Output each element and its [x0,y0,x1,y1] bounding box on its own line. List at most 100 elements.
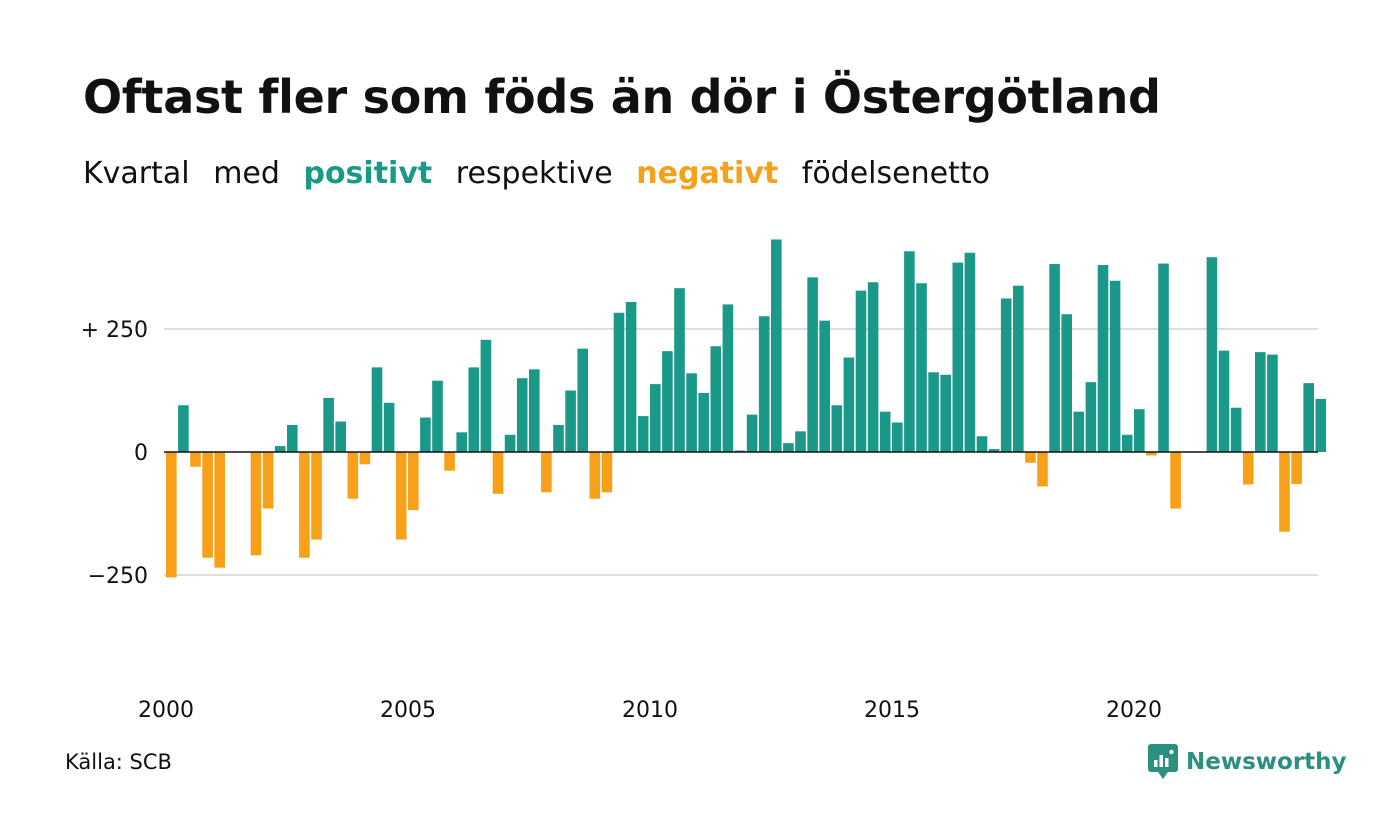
bar [383,402,395,452]
page-title: Oftast fler som föds än dör i Östergötla… [83,70,1161,124]
subtitle-word-kvartal: Kvartal [83,156,190,191]
bar [262,452,274,509]
grid-lines [164,328,1318,576]
bar [928,372,939,452]
bar [686,373,697,452]
x-tick-label: 2000 [138,698,194,723]
subtitle-word-respektive: respektive [455,156,613,191]
bar [214,452,225,568]
bar [879,411,891,452]
bar [976,436,988,452]
x-tick-label: 2015 [864,698,920,723]
source-note: Källa: SCB [65,750,172,774]
bar [1242,452,1254,485]
bar [529,369,540,452]
y-tick-label: 0 [134,441,148,466]
bar [964,252,976,452]
bar [783,443,794,452]
bar [1230,407,1242,452]
bar [347,452,359,499]
subtitle-negative-word: negativt [636,156,779,191]
bar [1303,383,1314,452]
bar [807,277,818,452]
bar [771,239,782,452]
bar [178,405,189,452]
bar [504,434,516,452]
x-tick-label: 2005 [380,698,436,723]
bar [1255,352,1266,452]
bar [1061,314,1072,452]
bar [250,452,262,556]
bar [1158,263,1169,452]
bar [541,452,552,493]
bar [613,312,625,452]
bar [565,390,576,452]
axes: + 250 0 −250 2000 2005 2010 2015 2020 [81,318,1318,723]
logo-text: Newsworthy [1186,749,1347,775]
bar [722,304,734,452]
bar [795,431,806,452]
bar [1121,434,1133,452]
bar [662,351,673,452]
x-tick-label: 2020 [1106,698,1162,723]
subtitle-word-med: med [213,156,280,191]
bar [468,367,480,452]
newsworthy-logo: Newsworthy [1148,744,1347,780]
bar [1049,264,1060,452]
bar [553,424,564,452]
bar [1146,452,1157,456]
bar [650,384,661,452]
bar [1291,452,1302,484]
bar [1073,411,1085,452]
chart-subtitle: Kvartal med positivt respektive negativt… [83,156,1004,191]
bar [1097,265,1109,452]
bar [359,452,371,465]
bar [1085,382,1097,452]
bar [904,251,915,452]
bar [892,422,903,452]
bar [299,452,310,558]
bar [516,378,528,452]
bar [371,367,383,452]
bar [1000,298,1012,452]
bar [432,380,443,452]
bar [395,452,407,540]
bar [1134,409,1145,452]
bar [166,452,177,578]
y-tick-label: + 250 [81,318,148,343]
bar [988,449,1000,452]
bar [577,348,588,452]
bar [1315,398,1327,452]
bar [637,416,649,452]
bar [1170,452,1181,509]
bar [819,320,830,452]
bar [1013,285,1024,452]
bar [335,421,346,452]
bar [1267,354,1278,452]
bar [855,290,867,452]
bar [625,301,637,452]
bar [492,452,504,494]
bar [940,374,951,452]
bar [274,446,286,452]
newsworthy-logo-icon [1148,744,1178,779]
subtitle-positive-word: positivt [303,156,433,191]
bar [1109,280,1121,452]
bar [674,288,685,452]
bar [323,397,334,452]
bar [589,452,601,499]
bar [1025,452,1036,463]
bar [190,452,201,467]
x-tick-label: 2010 [622,698,678,723]
bar [831,405,843,452]
bar [698,392,709,452]
bar [287,424,298,452]
bar [1037,452,1048,487]
bar [710,346,722,452]
bar [1218,350,1230,452]
subtitle-word-fodelsenetto: födelsenetto [801,156,990,191]
bar [202,452,213,558]
bar [952,262,964,452]
bar [1279,452,1290,532]
